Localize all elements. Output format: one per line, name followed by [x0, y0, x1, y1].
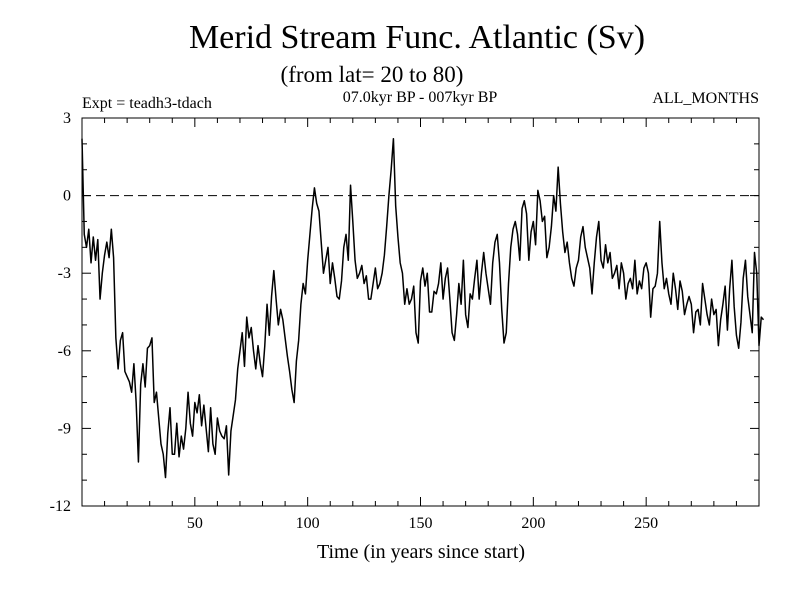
x-tick-label: 150	[409, 515, 433, 532]
x-tick-label: 50	[187, 515, 203, 532]
y-tick-label: -9	[58, 420, 71, 437]
series-layer	[81, 137, 765, 479]
series-line	[81, 137, 765, 479]
x-tick-label: 200	[521, 515, 545, 532]
x-tick-label: 250	[634, 515, 658, 532]
x-axis-label: Time (in years since start)	[317, 541, 525, 563]
y-tick-label: 3	[63, 110, 71, 127]
season-label: ALL_MONTHS	[652, 90, 759, 107]
y-tick-label: 0	[63, 188, 71, 205]
x-axis-ticks: 50 100 150 200 250	[104, 118, 737, 532]
y-tick-label: -12	[50, 498, 71, 515]
chart-subtitle: (from lat= 20 to 80)	[281, 62, 464, 87]
chart-title: Merid Stream Func. Atlantic (Sv)	[189, 19, 645, 56]
y-tick-label: -6	[58, 343, 71, 360]
x-tick-label: 100	[296, 515, 320, 532]
y-tick-label: -3	[58, 265, 71, 282]
y-axis-ticks: 3 0 -3 -6 -9 -12	[50, 110, 759, 515]
period-label: 07.0kyr BP - 007kyr BP	[343, 89, 498, 106]
experiment-label: Expt = teadh3-tdach	[82, 95, 212, 112]
